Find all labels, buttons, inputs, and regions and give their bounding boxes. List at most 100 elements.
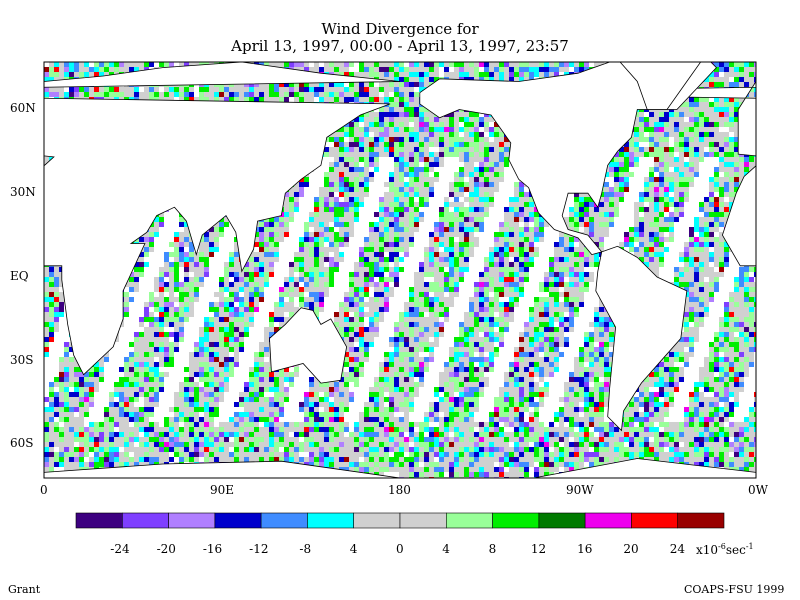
divergence-cell	[354, 82, 359, 87]
divergence-cell	[414, 137, 419, 142]
divergence-cell	[264, 82, 269, 87]
divergence-cell	[144, 247, 149, 252]
divergence-cell	[414, 177, 419, 182]
divergence-cell	[384, 212, 389, 217]
divergence-cell	[59, 92, 64, 97]
divergence-cell	[734, 77, 739, 82]
divergence-cell	[489, 152, 494, 157]
divergence-cell	[704, 142, 709, 147]
divergence-cell	[344, 202, 349, 207]
divergence-cell	[589, 227, 594, 232]
divergence-cell	[619, 187, 624, 192]
divergence-cell	[339, 207, 344, 212]
divergence-cell	[689, 162, 694, 167]
divergence-cell	[639, 227, 644, 232]
divergence-cell	[324, 187, 329, 192]
divergence-cell	[279, 232, 284, 237]
divergence-cell	[454, 182, 459, 187]
divergence-cell	[659, 237, 664, 242]
divergence-cell	[299, 247, 304, 252]
divergence-cell	[189, 247, 194, 252]
divergence-cell	[424, 247, 429, 252]
divergence-cell	[694, 107, 699, 112]
divergence-cell	[454, 227, 459, 232]
divergence-cell	[499, 177, 504, 182]
divergence-cell	[499, 147, 504, 152]
divergence-cell	[664, 237, 669, 242]
divergence-cell	[154, 227, 159, 232]
divergence-cell	[199, 247, 204, 252]
divergence-cell	[364, 132, 369, 137]
divergence-cell	[259, 252, 264, 257]
divergence-cell	[334, 257, 339, 262]
divergence-cell	[399, 152, 404, 157]
divergence-cell	[354, 157, 359, 162]
divergence-cell	[744, 167, 749, 172]
divergence-cell	[464, 232, 469, 237]
divergence-cell	[329, 162, 334, 167]
divergence-cell	[349, 137, 354, 142]
divergence-cell	[469, 197, 474, 202]
divergence-cell	[419, 157, 424, 162]
divergence-cell	[344, 242, 349, 247]
divergence-cell	[309, 272, 314, 277]
divergence-cell	[664, 182, 669, 187]
divergence-cell	[219, 87, 224, 92]
divergence-cell	[329, 257, 334, 262]
divergence-cell	[619, 177, 624, 182]
divergence-cell	[694, 152, 699, 157]
divergence-cell	[489, 117, 494, 122]
divergence-cell	[254, 82, 259, 87]
divergence-cell	[529, 227, 534, 232]
divergence-cell	[179, 87, 184, 92]
divergence-cell	[719, 257, 724, 262]
divergence-cell	[634, 232, 639, 237]
divergence-cell	[424, 157, 429, 162]
divergence-cell	[729, 62, 734, 67]
divergence-cell	[749, 162, 754, 167]
divergence-cell	[339, 97, 344, 102]
divergence-cell	[404, 182, 409, 187]
divergence-cell	[639, 237, 644, 242]
divergence-cell	[389, 122, 394, 127]
divergence-cell	[569, 272, 574, 277]
divergence-cell	[159, 272, 164, 277]
divergence-cell	[234, 272, 239, 277]
divergence-cell	[419, 127, 424, 132]
divergence-cell	[449, 212, 454, 217]
divergence-cell	[409, 92, 414, 97]
divergence-cell	[359, 197, 364, 202]
divergence-cell	[664, 197, 669, 202]
divergence-cell	[464, 157, 469, 162]
divergence-cell	[389, 72, 394, 77]
divergence-cell	[384, 257, 389, 262]
divergence-cell	[289, 87, 294, 92]
divergence-cell	[509, 252, 514, 257]
divergence-cell	[329, 177, 334, 182]
divergence-cell	[334, 167, 339, 172]
divergence-cell	[339, 167, 344, 172]
divergence-cell	[389, 102, 394, 107]
divergence-cell	[689, 267, 694, 272]
divergence-cell	[519, 217, 524, 222]
divergence-cell	[109, 67, 114, 72]
divergence-cell	[349, 167, 354, 172]
divergence-cell	[569, 247, 574, 252]
divergence-cell	[439, 62, 444, 67]
divergence-cell	[349, 197, 354, 202]
divergence-cell	[359, 132, 364, 137]
divergence-cell	[639, 207, 644, 212]
divergence-cell	[474, 217, 479, 222]
divergence-cell	[459, 142, 464, 147]
divergence-cell	[674, 137, 679, 142]
divergence-cell	[429, 272, 434, 277]
divergence-cell	[399, 202, 404, 207]
divergence-cell	[524, 257, 529, 262]
divergence-cell	[634, 162, 639, 167]
divergence-cell	[429, 157, 434, 162]
divergence-cell	[424, 162, 429, 167]
divergence-cell	[744, 77, 749, 82]
divergence-cell	[379, 242, 384, 247]
divergence-cell	[714, 72, 719, 77]
divergence-cell	[704, 207, 709, 212]
